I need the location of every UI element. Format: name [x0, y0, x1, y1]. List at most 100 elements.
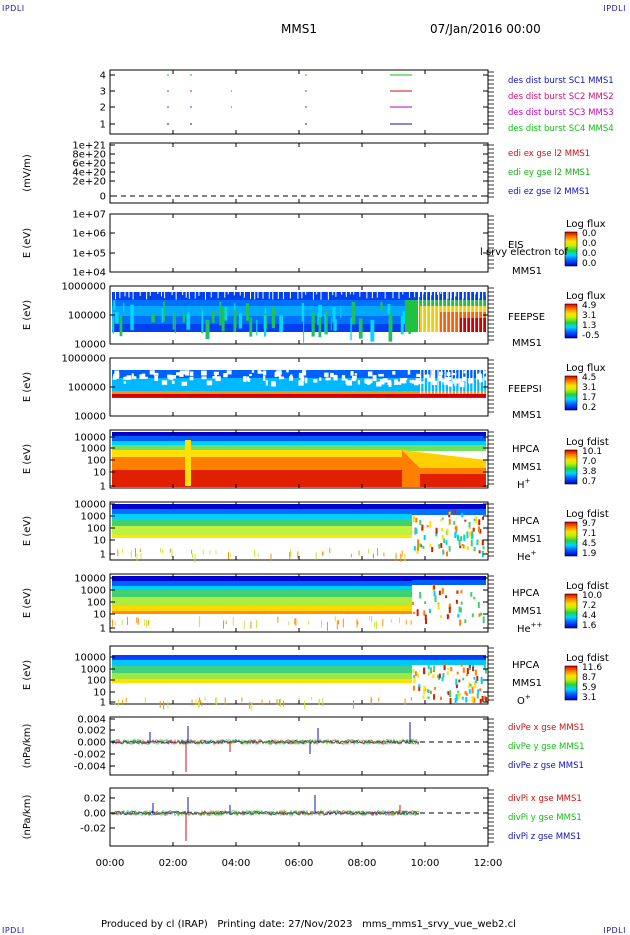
- spectrogram-cell: [162, 549, 164, 554]
- spectrogram-gap: [250, 288, 252, 299]
- spectrogram-cell: [484, 695, 487, 700]
- spectrogram-cell: [225, 620, 227, 625]
- panel-divpi: [109, 787, 489, 847]
- spectrogram-cell: [404, 553, 406, 562]
- spectrogram-hole: [446, 377, 450, 382]
- spectrogram-cell: [202, 549, 204, 555]
- spectrogram-hole: [379, 379, 385, 385]
- spectrogram-cell: [383, 552, 385, 557]
- spectrogram-hole: [341, 378, 347, 381]
- spectrogram-gap: [160, 288, 162, 297]
- spectrogram-hole: [301, 370, 307, 376]
- spectrogram-cell: [482, 616, 485, 624]
- spectrogram-cell: [459, 619, 462, 626]
- spectrogram-cell: [443, 538, 446, 543]
- spectrogram-cell: [134, 548, 136, 557]
- spectrogram-cell: [448, 603, 451, 610]
- spectrogram-cell: [256, 319, 258, 336]
- y-tick-label: 1e+06: [72, 229, 106, 240]
- spectrogram-gap: [472, 362, 474, 394]
- spectrogram-gap: [476, 362, 478, 394]
- y-tick-label: 1: [100, 482, 106, 493]
- colorbar-title: Log flux: [566, 291, 606, 302]
- spectrogram-cell: [427, 689, 430, 694]
- spectrogram-hole: [447, 381, 452, 387]
- spectrogram-cell: [423, 685, 426, 692]
- colorbar-title: Log fdist: [566, 509, 609, 520]
- spectrogram-gap: [408, 288, 410, 298]
- spectrogram-cell: [472, 666, 475, 672]
- species-label: He+: [517, 549, 537, 563]
- spectrogram-cell: [439, 696, 442, 700]
- spectrogram-cell: [455, 678, 458, 686]
- spectrogram-gap: [455, 288, 457, 297]
- y-tick-label: 8e+20: [72, 150, 106, 161]
- y-tick-label: 10: [93, 610, 106, 621]
- y-tick-label: 0.002: [77, 726, 106, 737]
- spectrogram-hole: [325, 377, 329, 381]
- spectrogram-gap: [277, 288, 279, 299]
- spectrogram-gap: [462, 288, 464, 332]
- spectrogram-cell: [412, 601, 415, 605]
- spectrogram-cell: [356, 619, 358, 628]
- spectrogram-cell: [320, 619, 322, 628]
- colorbar: [564, 375, 578, 411]
- spectrogram-hole: [430, 374, 435, 381]
- spectrogram-gap: [224, 288, 226, 298]
- spectrogram-cell: [351, 302, 356, 325]
- spectrogram-hole: [141, 373, 146, 377]
- spectrogram-gap: [469, 362, 471, 394]
- spectrogram-hole: [392, 371, 396, 375]
- spectrogram-cell: [456, 590, 459, 594]
- spectrogram-hole: [206, 380, 213, 386]
- spectrogram-cell: [358, 318, 363, 339]
- spectrogram-gap: [430, 362, 432, 394]
- x-tick-label: 08:00: [348, 858, 377, 869]
- spectrogram-cell: [418, 684, 421, 688]
- spectrogram-cell: [329, 548, 331, 554]
- y-axis-label: (mV/m): [22, 154, 33, 192]
- spectrogram-cell: [446, 528, 449, 536]
- spectrogram-hole: [214, 373, 218, 377]
- spectrogram-cell: [468, 689, 471, 694]
- colorbar-tick-label: 0.7: [582, 477, 596, 487]
- spectrogram-hole: [153, 372, 159, 376]
- spectrogram-cell: [456, 671, 459, 675]
- spectrogram-gap: [470, 288, 472, 332]
- spectrogram-cell: [221, 306, 225, 332]
- spectrogram-cell: [469, 531, 472, 537]
- spectrogram-hole: [478, 377, 483, 383]
- spectrogram-cell: [433, 590, 436, 597]
- spectrogram-hole: [257, 370, 262, 374]
- colorbar-tick-label: 8.7: [582, 673, 596, 683]
- spectrogram-gap: [233, 288, 235, 296]
- spectrogram-hole: [351, 378, 356, 382]
- spectrogram-hole: [367, 371, 373, 377]
- legend-entry: divPi x gse MMS1: [508, 794, 582, 804]
- spectrogram-cell: [400, 553, 402, 562]
- spectrogram-gap: [478, 288, 480, 299]
- spectrogram-cell: [468, 521, 471, 529]
- y-tick-label: 0.004: [77, 715, 106, 726]
- y-tick-label: 100000: [68, 383, 106, 394]
- footer-text: Produced by cl (IRAP) Printing date: 27/…: [101, 919, 516, 930]
- spectrogram-cell: [460, 601, 463, 605]
- spectrogram-cell: [428, 672, 431, 676]
- spectrogram-cell: [462, 677, 465, 681]
- spectrogram-hole: [350, 371, 354, 376]
- spectrogram-cell: [334, 616, 336, 622]
- y-tick-label: 2: [100, 103, 106, 114]
- spectrogram-cell: [283, 700, 285, 707]
- colorbar-tick-label: 5.9: [582, 683, 597, 693]
- spectrogram-hole: [437, 375, 442, 379]
- spectrogram-cell: [474, 680, 477, 684]
- spectrogram-cell: [136, 617, 138, 623]
- spectrogram-cell: [461, 696, 464, 700]
- spectrogram-hole: [351, 376, 357, 380]
- y-tick-label: 1: [100, 698, 106, 709]
- y-tick-label: 1e+21: [72, 141, 106, 152]
- spectrogram-hole: [463, 370, 467, 374]
- spectrogram-cell: [440, 543, 443, 548]
